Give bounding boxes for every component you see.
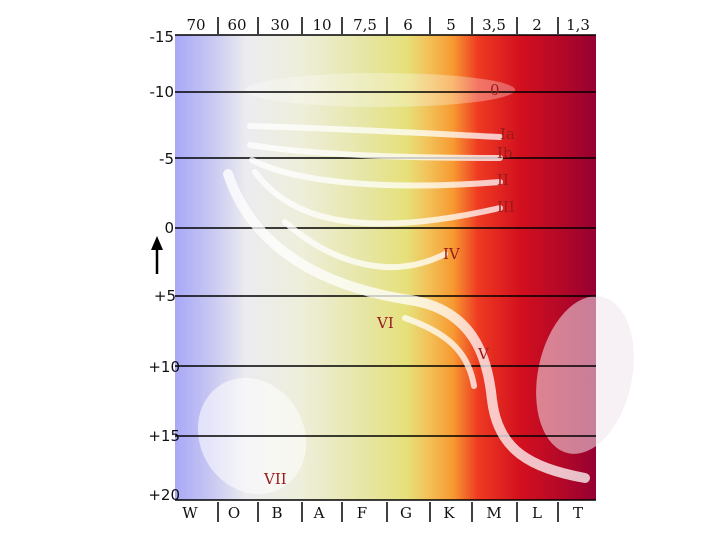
spectral-class-labels: W O B A F G K M L T [182, 504, 583, 522]
spectral-class-label: L [532, 504, 542, 522]
label-class-ib: Ib [497, 144, 513, 162]
bottom-separators [217, 502, 559, 522]
curve-ia [247, 123, 503, 140]
label-class-ii: II [497, 171, 509, 189]
curve-ib [247, 142, 503, 161]
magnitude-labels: -15 -10 -5 0 +5 +10 +15 +20 [148, 28, 180, 504]
magnitude-label: +10 [148, 358, 180, 376]
temp-label: 10 [312, 16, 331, 34]
spectral-class-label: O [228, 504, 240, 522]
top-band [245, 73, 515, 107]
curve-iii [252, 169, 503, 227]
magnitude-label: -5 [159, 150, 174, 168]
curve-main-sequence [223, 169, 590, 483]
spectral-class-label: W [182, 504, 198, 522]
temp-label: 60 [227, 16, 246, 34]
label-class-iii: III [497, 198, 515, 216]
curve-ii [249, 157, 503, 189]
label-class-vi: VI [376, 314, 394, 332]
arrow-up-icon [151, 236, 163, 274]
temp-label: 6 [403, 16, 413, 34]
spectral-class-label: G [400, 504, 412, 522]
spectral-class-label: M [486, 504, 501, 522]
temperature-labels: 70 60 30 10 7,5 6 5 3,5 2 1,3 [186, 16, 589, 34]
label-class-0: 0 [490, 81, 500, 99]
spectral-class-label: B [271, 504, 282, 522]
label-class-v: V [477, 345, 490, 363]
temp-label: 30 [270, 16, 289, 34]
spectral-class-label: A [313, 504, 325, 522]
label-class-ia: Ia [500, 125, 515, 143]
label-class-vii: VII [263, 470, 287, 488]
spectral-class-label: F [357, 504, 367, 522]
label-class-iv: IV [443, 245, 461, 263]
magnitude-label: +5 [154, 287, 176, 305]
magnitude-lines [175, 34, 596, 501]
luminosity-curves [223, 123, 590, 483]
temp-label: 5 [446, 16, 456, 34]
temp-label: 7,5 [353, 16, 377, 34]
temp-label: 1,3 [566, 16, 590, 34]
curve-subdwarf [402, 315, 477, 389]
top-separators [217, 17, 559, 34]
magnitude-label: 0 [164, 219, 174, 237]
temp-label: 3,5 [482, 16, 506, 34]
spectral-class-label: T [573, 504, 583, 522]
spectral-class-label: K [443, 504, 455, 522]
temp-label: 2 [532, 16, 542, 34]
magnitude-label: +20 [148, 486, 180, 504]
curve-iv [282, 219, 448, 270]
red-dwarf-region [536, 296, 634, 454]
magnitude-label: -15 [150, 28, 175, 46]
magnitude-label: +15 [148, 427, 180, 445]
luminosity-class-labels: 0 Ia Ib II III IV VI V VII [263, 81, 515, 488]
temp-label: 70 [186, 16, 205, 34]
magnitude-label: -10 [150, 83, 175, 101]
